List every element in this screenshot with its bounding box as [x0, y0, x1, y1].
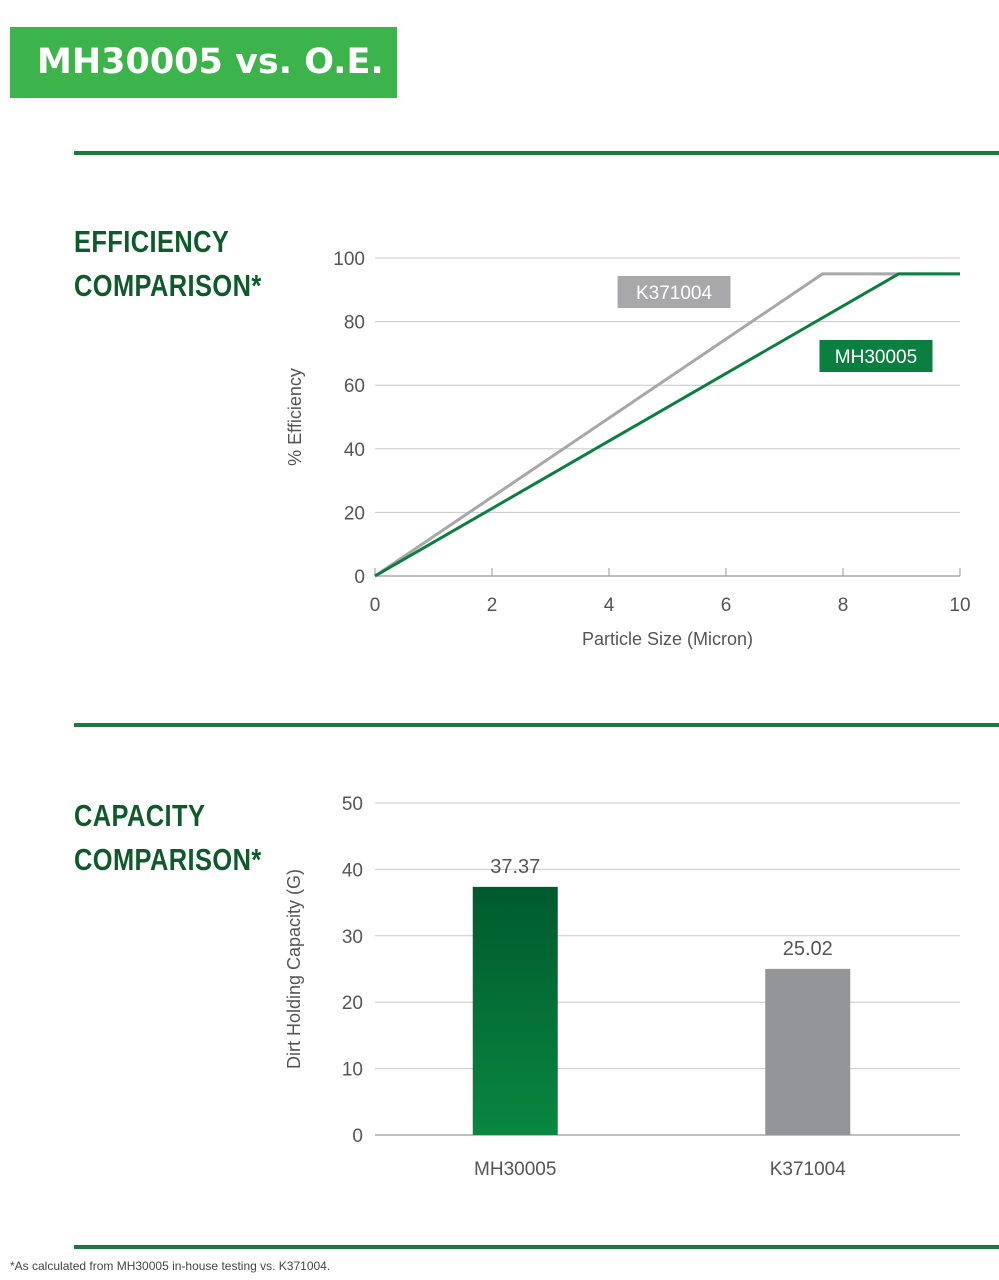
- capacity-bar-chart: 0 10 20 30 40 50 Dirt Holding Capacity (G) 37.3…: [284, 794, 960, 1180]
- y-tick-label: 50: [342, 794, 363, 815]
- series-line-mh30005: [374, 272, 960, 578]
- efficiency-heading-line1: EFFICIENCY: [74, 224, 230, 259]
- bar-value-label-k371004: 25.02: [783, 938, 833, 960]
- capacity-heading-line1: CAPACITY: [74, 798, 206, 833]
- x-tick-label: 0: [370, 595, 381, 616]
- x-tick-label: 6: [721, 595, 732, 616]
- y-tick-label: 60: [344, 376, 365, 397]
- bar-k371004: [765, 968, 851, 1135]
- y-tick-label: 10: [342, 1060, 363, 1081]
- y-tick-label: 80: [344, 313, 365, 334]
- efficiency-heading: EFFICIENCY COMPARISON*: [74, 220, 262, 308]
- y-tick-label: 0: [354, 567, 365, 588]
- page-title: MH30005 vs. O.E.: [37, 42, 384, 82]
- capacity-heading: CAPACITY COMPARISON*: [74, 794, 262, 882]
- x-tick-label: 10: [949, 595, 970, 616]
- x-category-label-k371004: K371004: [770, 1159, 847, 1180]
- series-label-box-k371004: [617, 276, 731, 308]
- footnote: *As calculated from MH30005 in-house tes…: [10, 1259, 331, 1273]
- section-divider-top: [74, 151, 999, 155]
- capacity-heading-line2: COMPARISON*: [74, 842, 262, 877]
- y-axis-title: Dirt Holding Capacity (G): [284, 869, 304, 1069]
- y-tick-label: 20: [342, 993, 363, 1014]
- series-label-box-mh30005: [819, 340, 933, 372]
- bar-mh30005: [472, 886, 558, 1135]
- x-tick-label: 8: [838, 595, 849, 616]
- y-tick-label: 20: [344, 503, 365, 524]
- y-tick-label: 100: [333, 249, 365, 270]
- x-category-label-mh30005: MH30005: [474, 1159, 556, 1180]
- y-tick-label: 0: [352, 1126, 363, 1147]
- x-axis-title: Particle Size (Micron): [582, 629, 753, 649]
- y-axis-title: % Efficiency: [285, 368, 305, 466]
- section-divider-middle: [74, 723, 999, 727]
- series-label-mh30005: MH30005: [835, 347, 917, 368]
- series-label-k371004: K371004: [636, 283, 713, 304]
- efficiency-heading-line2: COMPARISON*: [74, 268, 262, 303]
- x-tick-label: 2: [487, 595, 498, 616]
- efficiency-line-chart: 0 20 40 60 80 100 0 2 4 6 8 10 Particle Size (Micron…: [285, 249, 971, 649]
- x-tick-label: 4: [604, 595, 615, 616]
- bar-value-label-mh30005: 37.37: [490, 856, 540, 878]
- page-title-banner: MH30005 vs. O.E.: [10, 27, 397, 98]
- series-line-k371004: [374, 272, 960, 578]
- y-tick-label: 40: [342, 860, 363, 881]
- y-tick-label: 30: [342, 927, 363, 948]
- y-tick-label: 40: [344, 440, 365, 461]
- section-divider-bottom: [74, 1245, 999, 1249]
